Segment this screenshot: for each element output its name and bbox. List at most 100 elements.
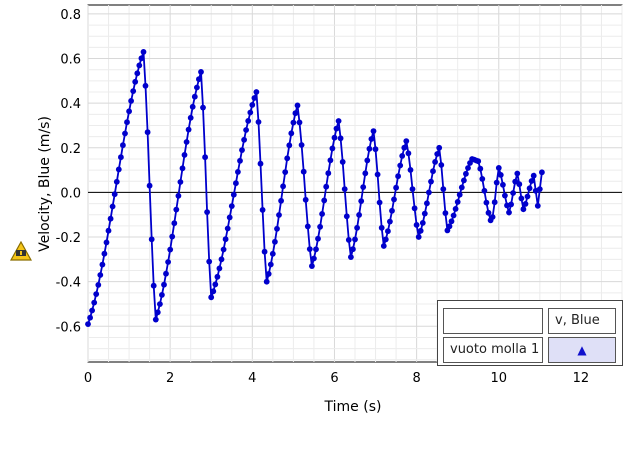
data-point: [171, 220, 178, 227]
data-point: [296, 119, 303, 126]
warning-triangle-icon[interactable]: [10, 241, 32, 261]
data-point: [483, 199, 490, 206]
data-point: [415, 234, 422, 240]
data-point: [401, 144, 408, 151]
data-point: [95, 282, 102, 288]
data-point: [446, 223, 453, 230]
data-point: [481, 187, 488, 194]
data-point: [358, 198, 365, 205]
data-point: [212, 281, 219, 288]
data-point: [339, 159, 346, 165]
data-point: [311, 255, 317, 262]
data-point: [169, 233, 176, 240]
data-point: [259, 207, 266, 213]
data-point: [97, 272, 104, 278]
data-point: [495, 165, 502, 171]
data-point: [136, 62, 143, 69]
data-point: [220, 246, 227, 253]
data-point: [419, 220, 426, 226]
data-point: [399, 153, 406, 159]
data-point: [510, 190, 516, 196]
data-point: [327, 157, 334, 164]
data-point: [161, 281, 167, 288]
data-point: [173, 206, 180, 213]
data-point: [395, 173, 401, 180]
data-point: [485, 209, 492, 216]
data-point: [200, 104, 206, 111]
data-point: [522, 201, 529, 207]
data-point: [337, 135, 344, 142]
data-point: [235, 169, 241, 175]
data-point: [442, 210, 449, 217]
data-point: [228, 203, 235, 210]
data-point: [87, 314, 93, 321]
data-point: [403, 138, 410, 145]
data-point: [247, 109, 254, 116]
data-point: [372, 146, 379, 153]
data-point: [458, 184, 465, 191]
data-point: [194, 84, 200, 91]
data-point: [157, 301, 163, 307]
data-point: [506, 209, 512, 216]
data-point: [107, 215, 114, 222]
data-point: [272, 238, 278, 245]
y-tick-label: -0.6: [56, 320, 81, 335]
x-tick-label: 10: [490, 371, 507, 386]
data-point: [152, 316, 159, 323]
data-point: [430, 168, 436, 175]
data-point: [226, 214, 233, 221]
data-point: [210, 288, 217, 295]
data-point: [267, 261, 274, 268]
data-point: [382, 236, 389, 243]
data-point: [120, 142, 126, 149]
data-point: [144, 129, 151, 136]
data-point: [528, 178, 535, 184]
data-point: [368, 136, 375, 142]
data-point: [288, 130, 295, 137]
data-point: [516, 181, 523, 188]
data-point: [354, 224, 360, 231]
data-point: [105, 227, 112, 234]
data-point: [118, 154, 124, 161]
data-point: [278, 197, 284, 204]
data-point: [187, 114, 194, 121]
data-point: [276, 212, 282, 218]
data-point: [333, 125, 340, 132]
data-point: [438, 162, 445, 168]
data-point: [261, 248, 268, 255]
data-point: [405, 150, 412, 157]
data-point: [175, 192, 182, 199]
data-point: [489, 214, 496, 220]
data-point: [465, 165, 471, 171]
data-point: [520, 206, 527, 213]
data-point: [130, 88, 137, 94]
data-point: [198, 69, 204, 75]
y-tick-label: 0.8: [60, 8, 81, 23]
data-point: [214, 273, 221, 280]
data-point: [397, 162, 404, 169]
legend-marker-button[interactable]: ▲: [548, 337, 616, 363]
data-point: [440, 186, 447, 193]
data-point: [185, 126, 192, 133]
x-tick-label: 2: [166, 371, 174, 386]
data-point: [249, 102, 256, 108]
data-point: [113, 178, 120, 185]
data-point: [524, 193, 531, 200]
y-tick-label: 0.4: [60, 97, 81, 112]
data-point: [230, 191, 237, 198]
data-point: [304, 223, 311, 230]
data-point: [202, 154, 209, 161]
data-point: [245, 118, 252, 124]
data-point: [477, 165, 484, 172]
data-point: [282, 169, 289, 176]
data-point: [323, 183, 330, 190]
data-point: [500, 181, 506, 188]
data-point: [319, 211, 325, 217]
data-point: [274, 225, 280, 232]
data-point: [343, 213, 350, 220]
data-point: [159, 292, 165, 298]
x-tick-label: 6: [330, 371, 338, 386]
data-point: [243, 127, 250, 133]
data-point: [204, 209, 211, 216]
data-point: [150, 282, 157, 289]
